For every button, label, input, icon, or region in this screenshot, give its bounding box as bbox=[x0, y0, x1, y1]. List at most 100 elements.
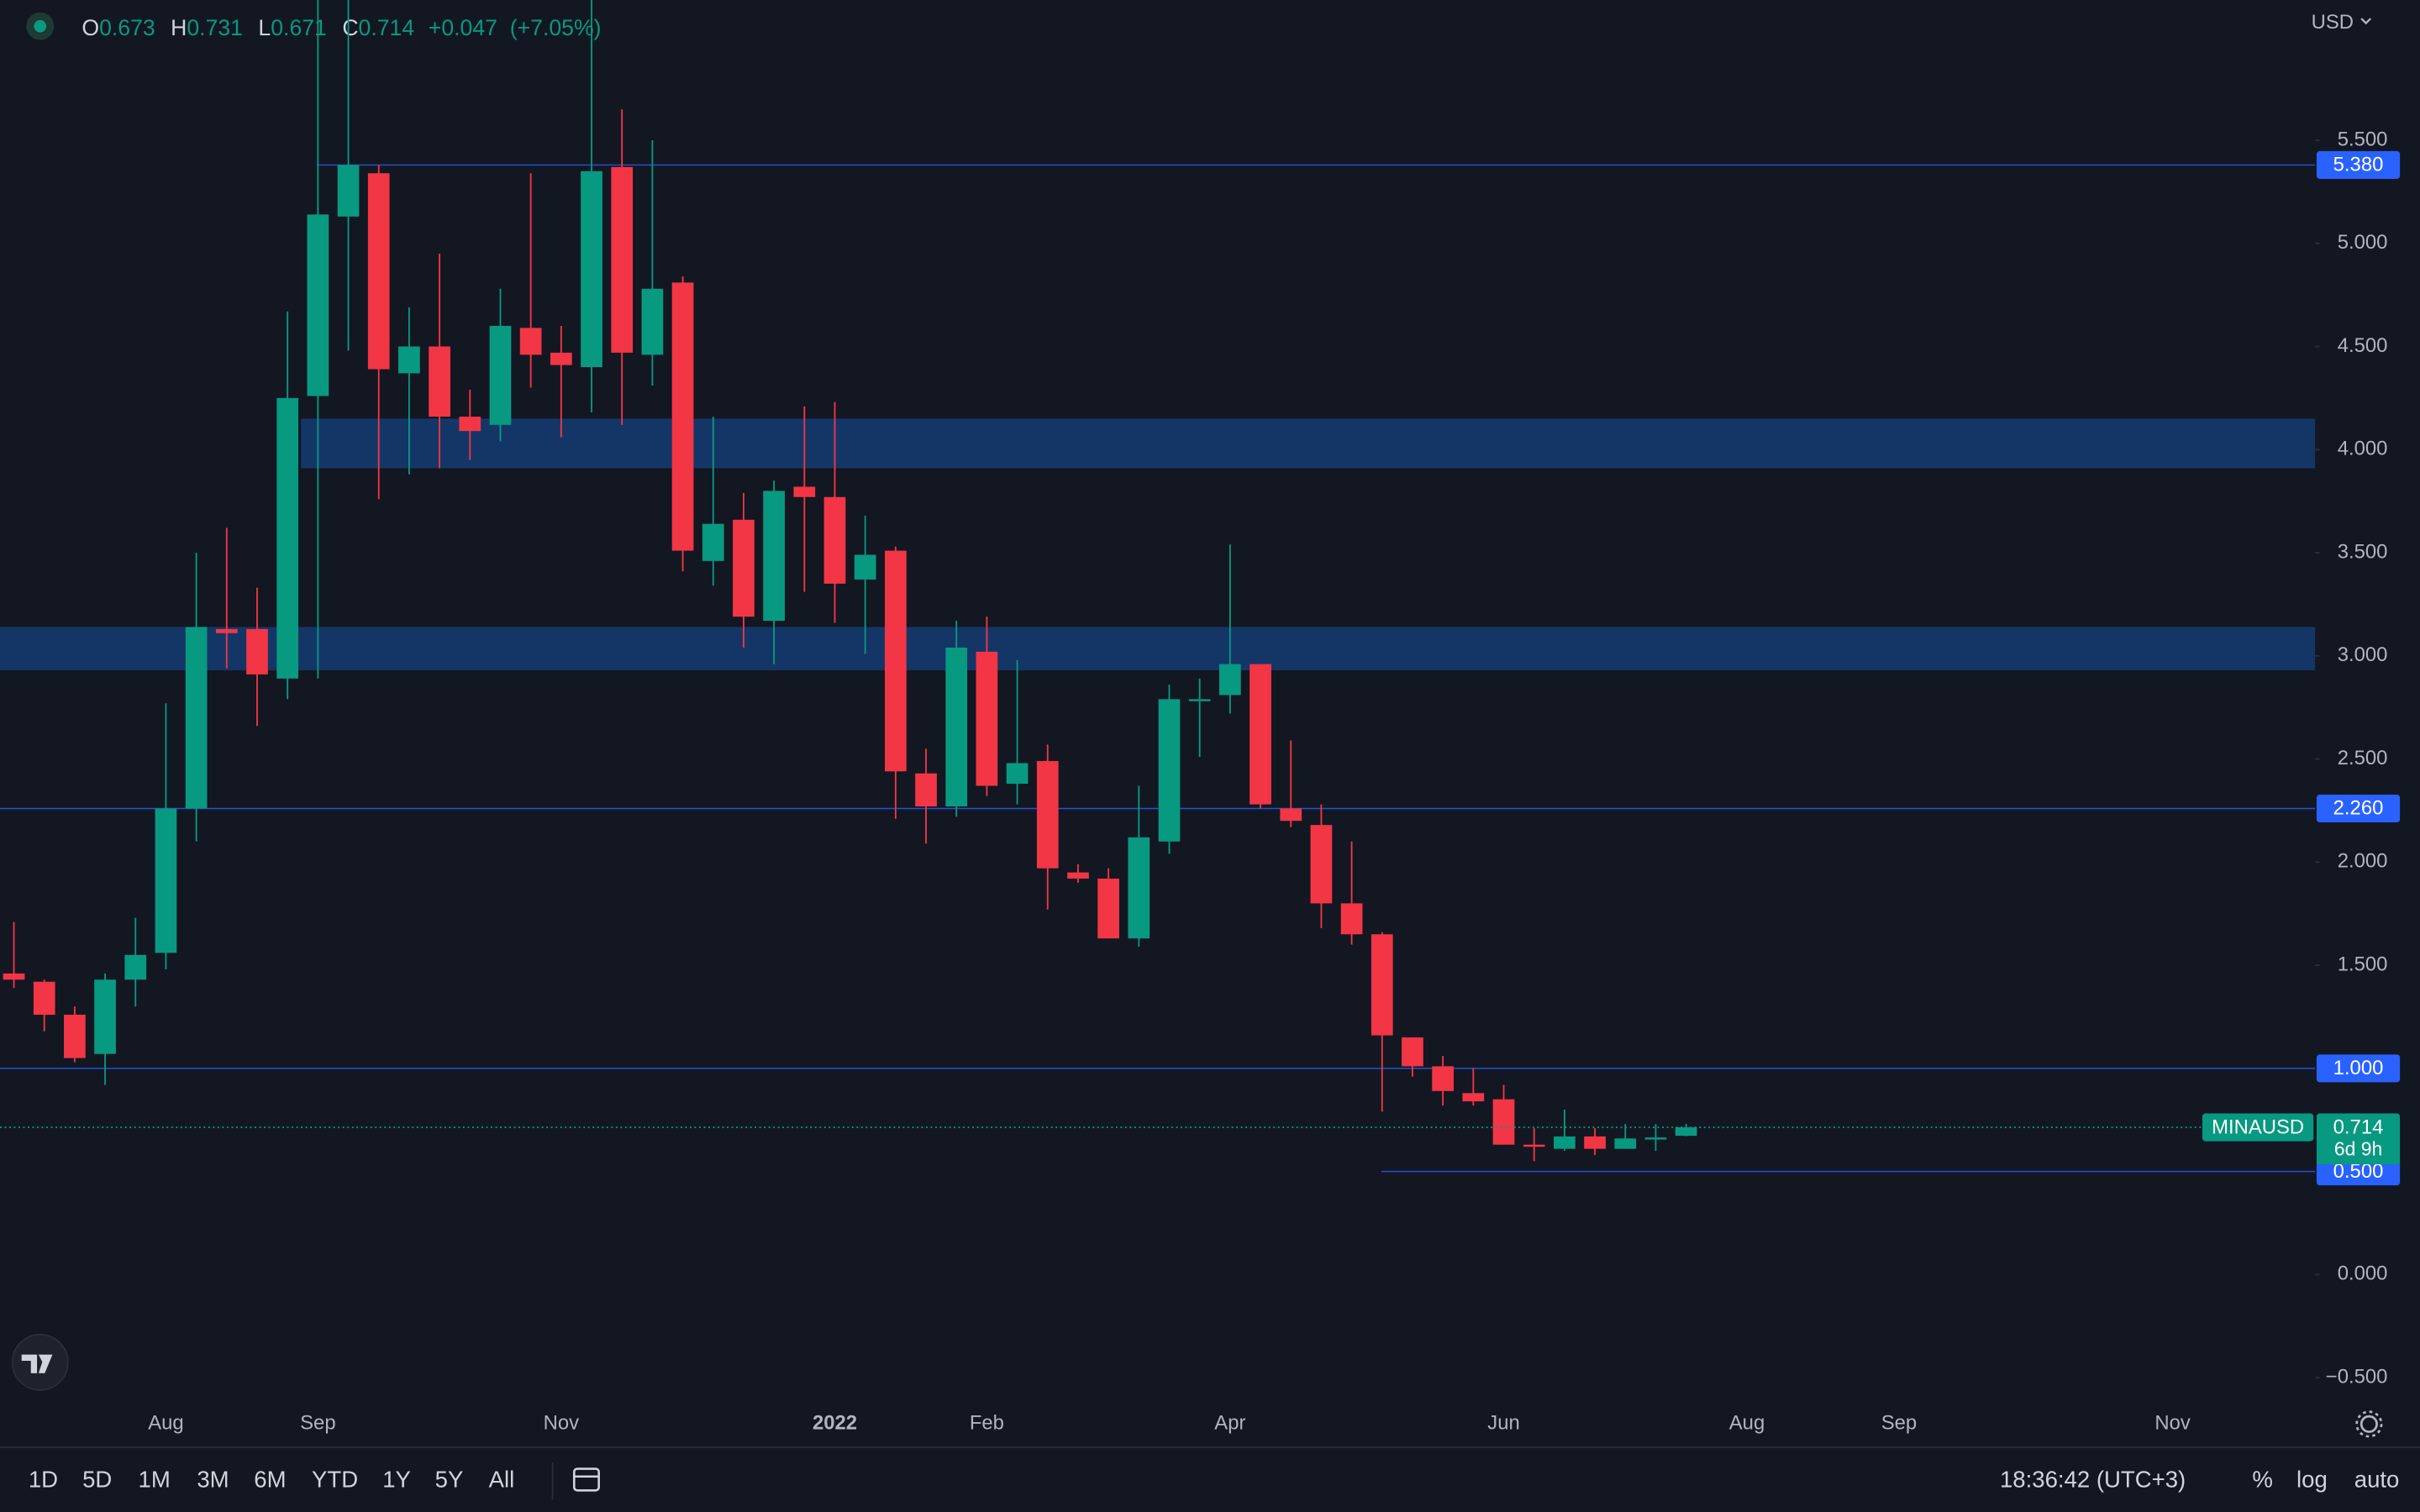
candle-body bbox=[550, 352, 572, 365]
y-tick-label: 3.000 bbox=[2338, 643, 2388, 666]
settings-icon[interactable] bbox=[2355, 1410, 2383, 1438]
y-tick-label: 5.000 bbox=[2338, 231, 2388, 254]
candle-body bbox=[1340, 903, 1363, 935]
y-tick-label: 2.500 bbox=[2338, 747, 2388, 769]
y-tick-label: 5.500 bbox=[2338, 128, 2388, 150]
range-button[interactable]: YTD bbox=[312, 1467, 358, 1493]
legend-close: 0.714 bbox=[359, 15, 415, 40]
candle-body bbox=[276, 397, 299, 679]
currency[interactable]: USD bbox=[2312, 11, 2354, 34]
y-tick-label: 2.000 bbox=[2338, 850, 2388, 873]
range-button[interactable]: 1M bbox=[139, 1467, 171, 1493]
candle-body bbox=[733, 519, 755, 617]
range-button[interactable]: 1D bbox=[29, 1467, 58, 1493]
range-button[interactable]: 5D bbox=[82, 1467, 112, 1493]
candle-body bbox=[155, 808, 177, 953]
candle-body bbox=[1370, 934, 1393, 1036]
symbol-label-bg bbox=[2202, 1113, 2314, 1142]
candle-body bbox=[1644, 1137, 1667, 1140]
range-button[interactable]: All bbox=[489, 1467, 515, 1493]
legend-close-label: C bbox=[342, 15, 358, 40]
price-label-bg bbox=[2316, 1113, 2401, 1165]
legend-high: 0.731 bbox=[187, 15, 243, 40]
scale-option[interactable]: log bbox=[2296, 1467, 2328, 1493]
candle-body bbox=[1310, 825, 1333, 904]
candle-body bbox=[1128, 837, 1150, 939]
candle-body bbox=[1462, 1093, 1485, 1102]
range-button[interactable]: 1Y bbox=[382, 1467, 411, 1493]
y-tick-label: 4.000 bbox=[2338, 438, 2388, 460]
x-tick-label: Aug bbox=[1729, 1412, 1765, 1435]
candle-body bbox=[1523, 1144, 1545, 1147]
range-button[interactable]: 6M bbox=[254, 1467, 286, 1493]
candle-body bbox=[1249, 664, 1271, 805]
candle-body bbox=[1614, 1138, 1637, 1149]
candle-body bbox=[671, 282, 694, 551]
legend-change-pct: (+7.05%) bbox=[510, 15, 602, 40]
candle-body bbox=[611, 166, 634, 353]
plot: −0.500 0.000 1.500 2.000 2.500 3.000 3.500 4.00… bbox=[0, 0, 2401, 1435]
candle-body bbox=[1067, 872, 1089, 879]
candle-body bbox=[1675, 1127, 1697, 1137]
x-tick-label: Jun bbox=[1487, 1412, 1519, 1435]
candle-body bbox=[307, 214, 329, 396]
legend-low-label: L bbox=[258, 15, 271, 40]
scale-option[interactable]: auto bbox=[2354, 1467, 2400, 1493]
candle-body bbox=[1280, 808, 1302, 822]
range-button[interactable]: 3M bbox=[197, 1467, 229, 1493]
zone bbox=[301, 418, 2316, 469]
level-label: 1.000 bbox=[2333, 1057, 2384, 1079]
candle-body bbox=[3, 973, 25, 980]
candle-body bbox=[793, 486, 816, 497]
level-label-bg bbox=[2316, 1054, 2401, 1083]
candle-body bbox=[641, 288, 664, 355]
x-tick-label: Feb bbox=[970, 1412, 1004, 1435]
candle-body bbox=[1402, 1037, 1423, 1067]
level-label: 2.260 bbox=[2333, 797, 2384, 820]
candle-body bbox=[519, 328, 542, 355]
y-tick-label: 4.500 bbox=[2338, 334, 2388, 357]
level-label-bg bbox=[2316, 1158, 2401, 1186]
x-tick-label: Nov bbox=[2154, 1412, 2191, 1435]
status-dot-inner bbox=[34, 19, 47, 33]
candle-body bbox=[246, 628, 268, 675]
candle-body bbox=[337, 165, 360, 217]
candle-body bbox=[459, 416, 481, 432]
scale-option[interactable]: % bbox=[2252, 1467, 2273, 1493]
legend-change: +0.047 bbox=[429, 15, 497, 40]
candle-body bbox=[945, 647, 968, 807]
candle-body bbox=[367, 173, 390, 370]
candle-body bbox=[885, 550, 907, 772]
candle-body bbox=[64, 1015, 86, 1058]
zone bbox=[0, 627, 2316, 670]
candle-body bbox=[1554, 1136, 1576, 1149]
x-tick-label: 2022 bbox=[813, 1412, 857, 1435]
candle-body bbox=[1097, 878, 1119, 939]
clock: 18:36:42 (UTC+3) bbox=[2000, 1467, 2186, 1493]
level-label-bg bbox=[2316, 150, 2401, 179]
candle-body bbox=[489, 325, 512, 425]
y-tick-label: 3.500 bbox=[2338, 540, 2388, 563]
candle-body bbox=[398, 346, 420, 374]
legend-open: 0.673 bbox=[99, 15, 155, 40]
symbol-label: MINAUSD bbox=[2212, 1116, 2304, 1138]
candle-body bbox=[1036, 761, 1059, 869]
candle-body bbox=[915, 773, 937, 807]
x-tick-label: Sep bbox=[1881, 1412, 1917, 1435]
logo bbox=[11, 1333, 69, 1391]
x-tick-label: Apr bbox=[1214, 1412, 1245, 1435]
x-tick-label: Sep bbox=[300, 1412, 335, 1435]
candle-body bbox=[215, 628, 238, 633]
candle-body bbox=[1158, 699, 1181, 842]
candle-body bbox=[1432, 1066, 1455, 1091]
candle-body bbox=[1219, 664, 1241, 696]
currency-chevron[interactable] bbox=[2360, 18, 2372, 25]
x-tick-label: Nov bbox=[544, 1412, 579, 1435]
x-tick-label: Aug bbox=[148, 1412, 183, 1435]
range-button[interactable]: 5Y bbox=[435, 1467, 464, 1493]
calendar-icon[interactable] bbox=[572, 1467, 600, 1492]
y-tick-label: 1.500 bbox=[2338, 953, 2388, 975]
